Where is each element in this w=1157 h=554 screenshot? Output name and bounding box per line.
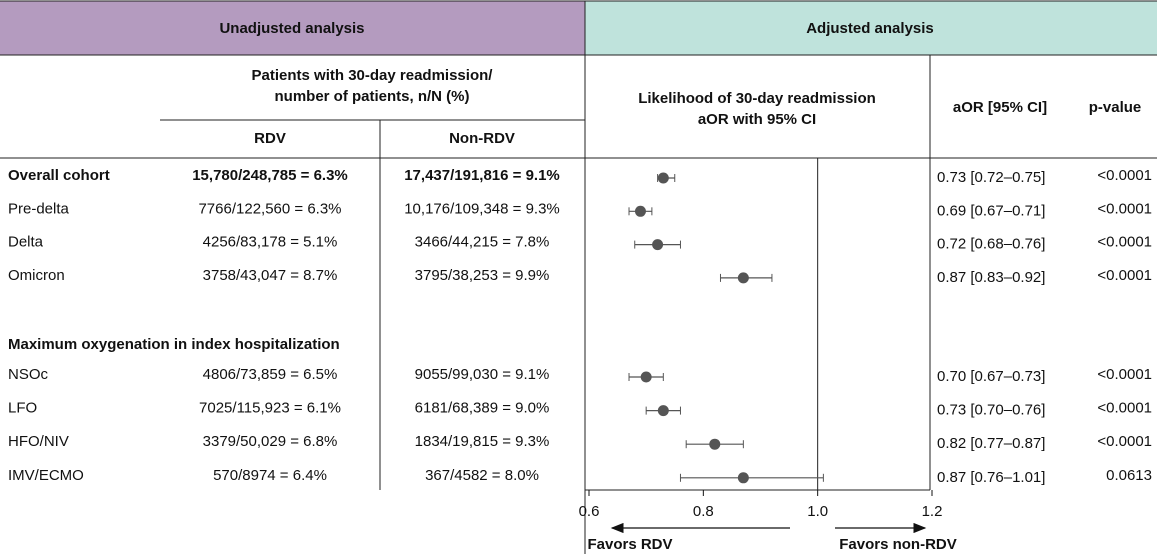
p-value: <0.0001 [1097,366,1152,383]
row-label: Delta [8,234,44,251]
point-estimate [652,239,664,251]
x-tick-label: 1.2 [922,503,943,520]
column-header: Non-RDV [449,130,515,147]
column-header: RDV [254,130,286,147]
non-rdv-count: 17,437/191,816 = 9.1% [404,167,560,184]
p-value: <0.0001 [1097,267,1152,284]
aor-label: 0.69 [0.67–0.71] [937,202,1045,219]
aor-label: 0.82 [0.77–0.87] [937,435,1045,452]
point-estimate [657,172,669,184]
x-tick-label: 1.0 [807,503,828,520]
row-label: HFO/NIV [8,433,69,450]
left-header-bg [0,1,585,55]
point-estimate [657,405,669,417]
header: Unadjusted analysis [219,20,364,37]
x-tick-label: 0.8 [693,503,714,520]
column-header: number of patients, n/N (%) [275,88,470,105]
row-label: IMV/ECMO [8,467,84,484]
row-label: NSOc [8,366,49,383]
rdv-count: 15,780/248,785 = 6.3% [192,167,348,184]
non-rdv-count: 3466/44,215 = 7.8% [415,234,550,251]
aor-label: 0.72 [0.68–0.76] [937,236,1045,253]
point-estimate [709,438,721,450]
point-estimate [640,371,652,383]
header: Adjusted analysis [806,20,934,37]
point-estimate [737,472,749,484]
rdv-count: 7025/115,923 = 6.1% [199,400,341,417]
p-value: 0.0613 [1106,467,1152,484]
column-header: Patients with 30-day readmission/ [252,67,494,84]
non-rdv-count: 9055/99,030 = 9.1% [415,366,550,383]
p-value: <0.0001 [1097,167,1152,184]
non-rdv-count: 3795/38,253 = 9.9% [415,267,550,284]
row-label: LFO [8,400,37,417]
rdv-count: 3379/50,029 = 6.8% [203,433,338,450]
non-rdv-count: 6181/68,389 = 9.0% [415,400,550,417]
rdv-count: 3758/43,047 = 8.7% [203,267,338,284]
favors-label: Favors RDV [587,536,672,553]
aor-label: 0.70 [0.67–0.73] [937,368,1045,385]
rdv-count: 4806/73,859 = 6.5% [203,366,338,383]
row-label: Pre-delta [8,200,70,217]
rdv-count: 4256/83,178 = 5.1% [203,234,338,251]
aor-label: 0.87 [0.76–1.01] [937,469,1045,486]
non-rdv-count: 1834/19,815 = 9.3% [415,433,550,450]
column-header: Likelihood of 30-day readmission [638,90,876,107]
aor-label: 0.73 [0.70–0.76] [937,402,1045,419]
favors-label: Favors non-RDV [839,536,957,553]
right-header-bg [585,1,1157,55]
row-label: Omicron [8,267,65,284]
column-header: p-value [1089,99,1142,116]
aor-label: 0.73 [0.72–0.75] [937,169,1045,186]
point-estimate [634,205,646,217]
aor-label: 0.87 [0.83–0.92] [937,269,1045,286]
x-tick-label: 0.6 [579,503,600,520]
non-rdv-count: 10,176/109,348 = 9.3% [404,200,560,217]
p-value: <0.0001 [1097,200,1152,217]
non-rdv-count: 367/4582 = 8.0% [425,467,539,484]
rdv-count: 7766/122,560 = 6.3% [198,200,341,217]
p-value: <0.0001 [1097,433,1152,450]
p-value: <0.0001 [1097,234,1152,251]
column-header: aOR with 95% CI [698,111,816,128]
rdv-count: 570/8974 = 6.4% [213,467,327,484]
point-estimate [737,272,749,284]
p-value: <0.0001 [1097,400,1152,417]
column-header: aOR [95% CI] [953,99,1047,116]
section-title: Maximum oxygenation in index hospitaliza… [8,336,340,353]
row-label: Overall cohort [8,167,110,184]
